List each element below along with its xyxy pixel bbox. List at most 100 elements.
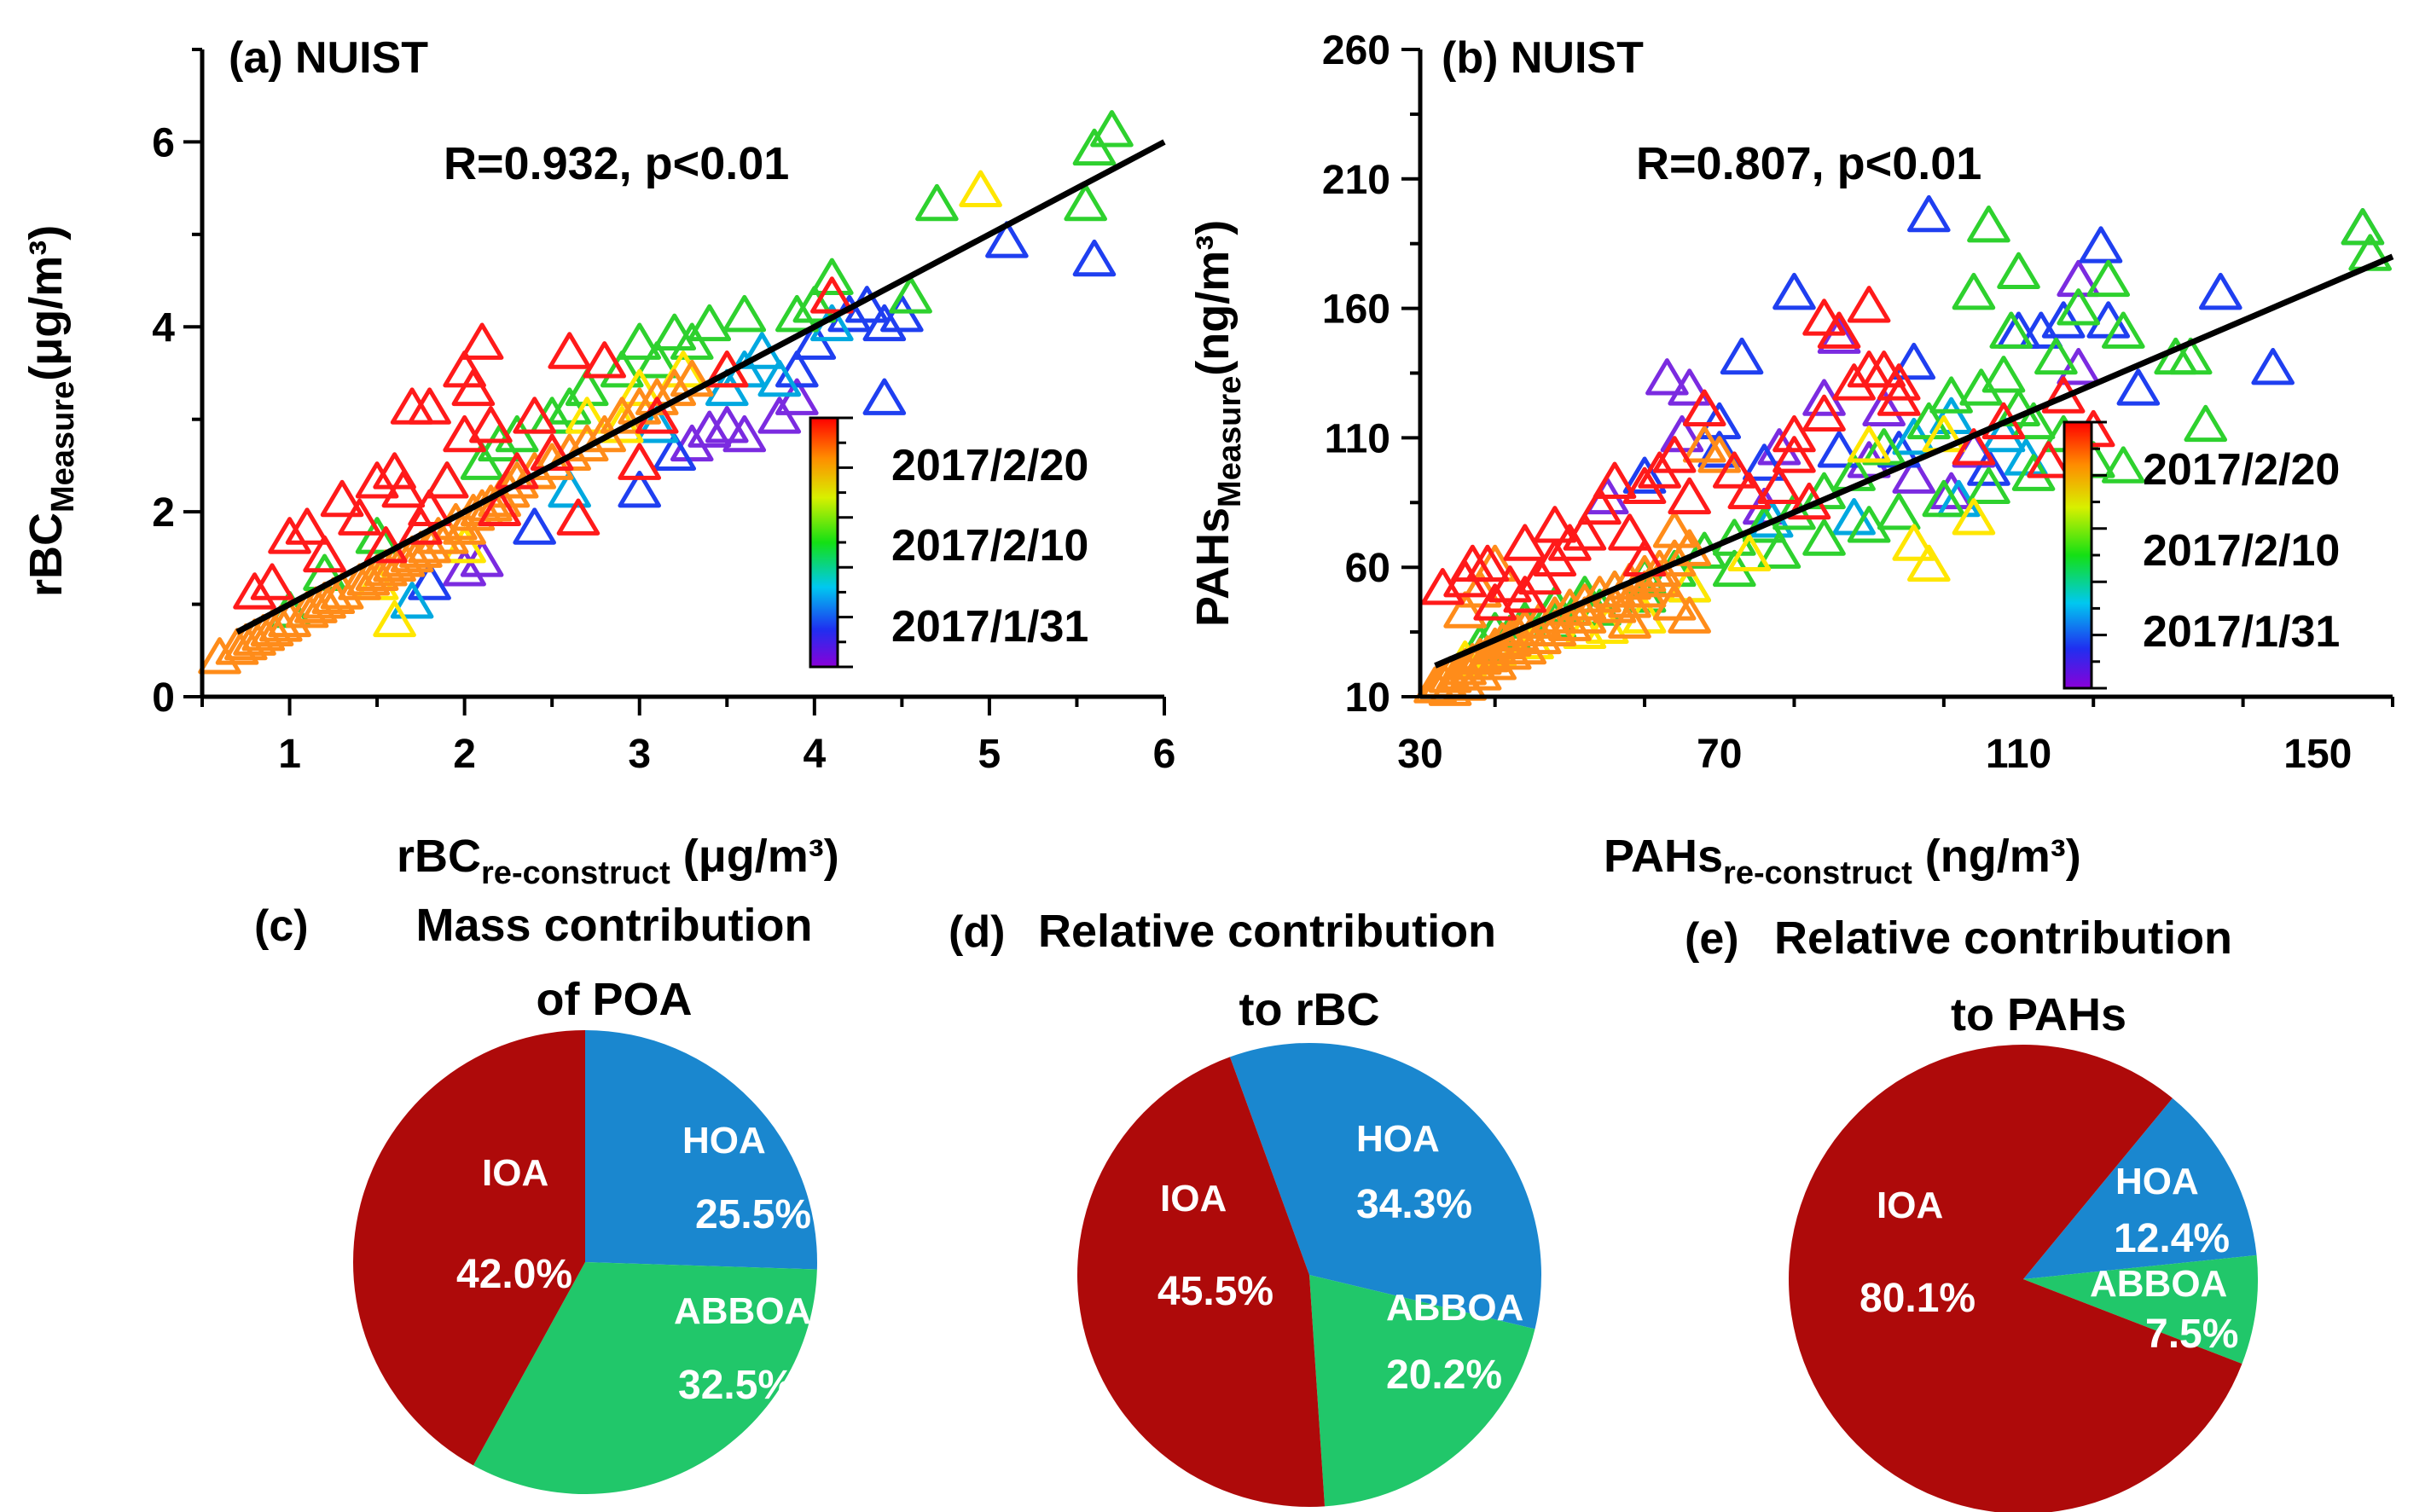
panel-b-point — [1608, 601, 1651, 639]
panel-b-point — [2027, 441, 2070, 478]
panel-a-point — [338, 498, 381, 536]
panel-b-point — [2011, 402, 2056, 440]
panel-e-title-line-1: Relative contribution — [1774, 912, 2232, 964]
panel-b-point — [1817, 311, 1861, 349]
panel-b-point — [1533, 586, 1577, 623]
panel-b-point — [1548, 604, 1592, 641]
panel-d-title-line-1: Relative contribution — [1038, 906, 1496, 957]
panel-d-slice-value-ioa: 45.5% — [1157, 1269, 1274, 1314]
panel-a-point — [258, 605, 303, 642]
panel-a-colorbar-ticks — [838, 416, 853, 669]
panel-a-point — [688, 304, 732, 342]
panel-b-ylabel-sub: Measure — [1212, 376, 1248, 507]
panel-e-slice-ioa — [1789, 1045, 2242, 1512]
panel-b-xlabel-sub: re-construct — [1723, 855, 1912, 891]
panel-b-point — [1593, 461, 1637, 499]
panel-a-ylabel-unit: (μg/m³) — [20, 225, 72, 381]
panel-b-point — [1682, 389, 1726, 426]
panel-a-point — [241, 614, 286, 652]
panel-b-point — [2019, 311, 2063, 349]
panel-b-colorbar-label-1: 2017/2/20 — [2143, 445, 2340, 495]
panel-b-y-tick-label: 110 — [1325, 416, 1390, 461]
panel-b-point — [1652, 511, 1697, 548]
panel-b-point — [1563, 583, 1607, 621]
panel-a-point — [364, 549, 408, 587]
panel-a-point — [548, 332, 591, 369]
panel-d-slice-name-hoa: HOA — [1356, 1118, 1440, 1160]
panel-b-point — [1907, 544, 1951, 582]
panel-d-slice-ioa — [1076, 1057, 1326, 1507]
panel-b-point — [1533, 609, 1577, 646]
panel-e-slice-hoa — [2023, 1098, 2257, 1279]
panel-a-point — [425, 461, 469, 499]
panel-c-slice-name-ioa: IOA — [482, 1152, 548, 1194]
panel-b-xlabel-unit: (ng/m³) — [1912, 831, 2081, 882]
panel-a-point — [373, 600, 416, 638]
panel-b-point — [2086, 259, 2131, 298]
panel-a-colorbar-label-3: 2017/1/31 — [891, 602, 1088, 652]
panel-b-point — [1967, 449, 2010, 486]
panel-b-point — [1638, 559, 1681, 598]
panel-b-point — [1720, 337, 1764, 375]
panel-c-slice-ioa — [352, 1030, 585, 1466]
panel-a-point — [294, 586, 338, 623]
panel-d-title: (d) Relative contribution to rBC — [949, 906, 1496, 1035]
panel-a-point — [757, 359, 802, 397]
panel-a-point — [478, 489, 521, 527]
panel-a-point — [416, 517, 461, 554]
panel-b-point — [2102, 446, 2145, 484]
panel-b-point — [1697, 436, 1742, 473]
panel-c-title-line-1: Mass contribution — [415, 900, 812, 951]
panel-a-point — [425, 461, 469, 499]
panel-b-point — [1563, 513, 1607, 551]
panel-a-point — [775, 350, 819, 388]
panel-a-point — [618, 368, 662, 407]
panel-d-slice-value-hoa: 34.3% — [1356, 1182, 1472, 1227]
panel-b-point — [2102, 311, 2145, 349]
panel-a: 1 2 3 4 5 6 0 2 4 6 (a) NUIST R=0.932, p<0.01 rBC… — [20, 33, 1175, 891]
panel-b-point — [2034, 337, 2078, 375]
panel-a-ylabel: rBCMeasure(μg/m³) — [20, 225, 81, 597]
panel-b-point — [1959, 368, 2003, 406]
panel-b-point — [1757, 466, 1801, 505]
panel-a-point — [460, 443, 504, 480]
panel-b-colorbar-label-3: 2017/1/31 — [2143, 607, 2340, 657]
panel-b-point — [1967, 205, 2010, 243]
panel-b-point — [1443, 591, 1487, 629]
panel-c-title-line-2: of POA — [537, 974, 693, 1025]
panel-b-point — [1922, 479, 1966, 518]
panel-a-point — [618, 322, 662, 360]
panel-b-annotation: R=0.807, p<0.01 — [1636, 138, 1981, 189]
panel-b-point — [1802, 394, 1846, 432]
panel-b-point — [1862, 389, 1906, 426]
panel-a-x-tick-label: 6 — [1153, 732, 1176, 777]
panel-b-point — [1892, 456, 1936, 494]
panel-b-point — [1892, 342, 1936, 380]
panel-a-point — [670, 424, 714, 462]
panel-b-point — [1929, 472, 1973, 510]
panel-a-point — [513, 507, 556, 545]
panel-b-point — [1578, 487, 1622, 525]
panel-a-point — [653, 433, 697, 471]
panel-b-point — [2011, 454, 2056, 491]
panel-a-point — [1072, 239, 1117, 277]
panel-b-y-tick-label: 60 — [1345, 546, 1390, 591]
panel-b-fit-line — [1434, 253, 2394, 669]
panel-b-point — [1743, 506, 1786, 543]
panel-a-point — [618, 470, 662, 508]
panel-b-point — [1862, 350, 1906, 388]
panel-e-label: (e) — [1685, 914, 1739, 964]
panel-b-point — [1952, 428, 1996, 466]
panel-a-xlabel-unit: (μg/m³) — [670, 831, 839, 882]
panel-c-title: (c) Mass contribution of POA — [254, 900, 813, 1025]
panel-b-point — [1907, 402, 1951, 440]
panel-a-x-tick-label: 4 — [803, 732, 826, 777]
panel-a-annotation: R=0.932, p<0.01 — [444, 138, 789, 189]
panel-a-fit-line — [235, 139, 1166, 635]
panel-b-point — [1847, 506, 1891, 543]
panel-b-point — [1952, 498, 1996, 536]
panel-a-point — [285, 507, 329, 545]
panel-a-point — [1090, 110, 1134, 148]
panel-b-point — [1877, 363, 1921, 401]
panel-d-slice-value-abboa: 20.2% — [1386, 1353, 1502, 1398]
